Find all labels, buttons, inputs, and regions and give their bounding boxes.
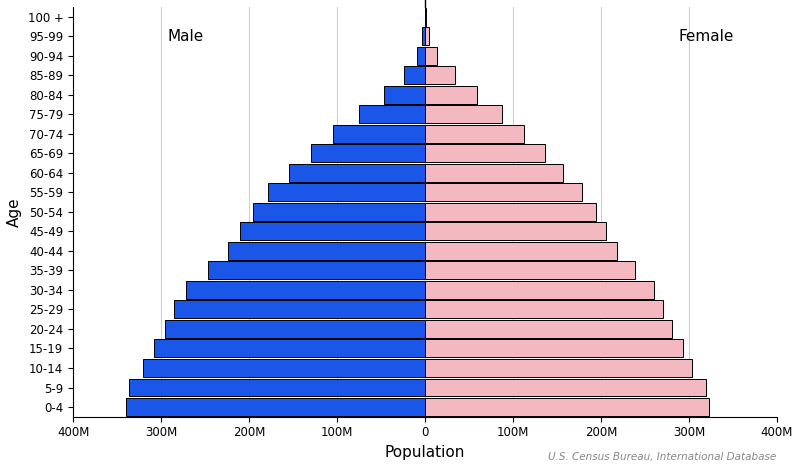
Bar xyxy=(186,281,425,299)
Bar xyxy=(425,398,709,416)
Bar xyxy=(228,242,425,260)
Bar xyxy=(253,203,425,221)
Bar xyxy=(425,379,706,396)
Bar xyxy=(425,27,430,45)
Bar xyxy=(240,222,425,241)
Bar xyxy=(425,300,663,318)
Bar xyxy=(268,184,425,201)
Bar xyxy=(208,262,425,279)
Bar xyxy=(289,164,425,182)
Bar xyxy=(425,320,672,338)
Bar xyxy=(359,105,425,123)
Bar xyxy=(425,281,654,299)
Bar xyxy=(143,359,425,377)
Bar xyxy=(422,27,425,45)
Bar xyxy=(425,203,596,221)
Bar xyxy=(425,125,524,143)
Bar xyxy=(425,8,426,26)
Bar xyxy=(425,262,635,279)
Text: Female: Female xyxy=(679,28,734,44)
Bar xyxy=(174,300,425,318)
Bar xyxy=(417,47,425,65)
Bar xyxy=(425,144,545,163)
Bar xyxy=(425,86,477,104)
Text: U.S. Census Bureau, International Database: U.S. Census Bureau, International Databa… xyxy=(548,453,776,462)
Bar xyxy=(310,144,425,163)
Y-axis label: Age: Age xyxy=(7,197,22,226)
Bar xyxy=(425,184,582,201)
Bar xyxy=(166,320,425,338)
Bar xyxy=(425,222,606,241)
Bar xyxy=(425,340,682,357)
Bar xyxy=(425,47,438,65)
X-axis label: Population: Population xyxy=(385,445,465,460)
Bar xyxy=(384,86,425,104)
Bar xyxy=(425,242,617,260)
Bar xyxy=(425,105,502,123)
Bar xyxy=(129,379,425,396)
Bar xyxy=(425,66,455,84)
Bar xyxy=(333,125,425,143)
Text: Male: Male xyxy=(167,28,204,44)
Bar xyxy=(126,398,425,416)
Bar xyxy=(154,340,425,357)
Bar xyxy=(404,66,425,84)
Bar xyxy=(425,359,693,377)
Bar xyxy=(425,164,563,182)
